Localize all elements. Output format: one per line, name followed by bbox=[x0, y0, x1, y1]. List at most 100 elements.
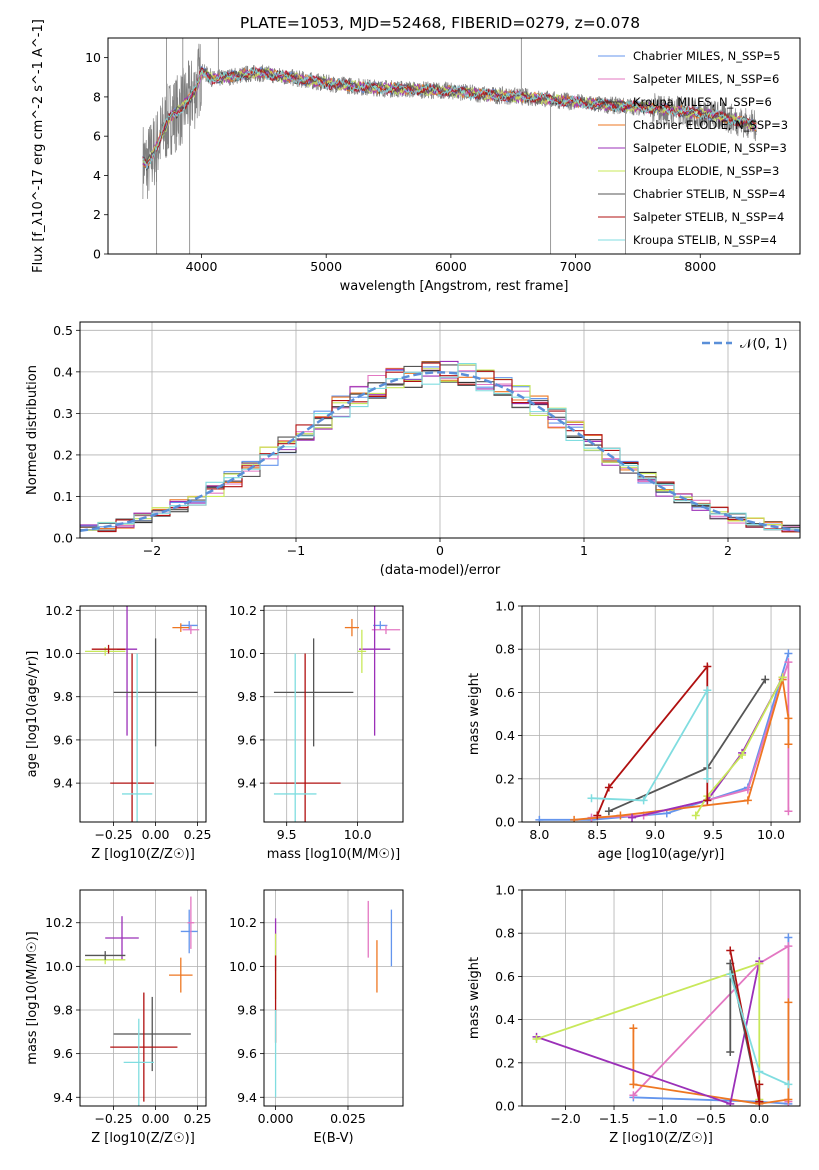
x-tick-label: −0.5 bbox=[696, 1111, 726, 1126]
marker-kroupa_stelib bbox=[703, 774, 712, 783]
axes-frame bbox=[521, 605, 801, 823]
axes-frame bbox=[263, 889, 404, 1107]
x-tick-label: 10.0 bbox=[344, 827, 372, 842]
y-tick-label: 0.8 bbox=[495, 926, 515, 941]
y-tick-label: 9.8 bbox=[237, 689, 257, 704]
x-tick-label: −2.0 bbox=[550, 1111, 580, 1126]
marker-chabrier_elodie bbox=[784, 740, 793, 749]
y-tick-label: 6 bbox=[93, 129, 101, 144]
x-tick-label: 10.0 bbox=[757, 827, 785, 842]
y-tick-label: 0.4 bbox=[495, 728, 515, 743]
legend-label: Kroupa MILES, N_SSP=6 bbox=[633, 95, 772, 109]
marker-salpeter_stelib bbox=[703, 796, 712, 805]
model-kroupa_stelib bbox=[142, 67, 757, 170]
marker-salpeter_stelib bbox=[604, 783, 613, 792]
x-axis-label: E(B-V) bbox=[313, 1131, 353, 1146]
marker-chabrier_stelib bbox=[761, 675, 770, 684]
axes-frame bbox=[79, 321, 801, 539]
y-tick-label: 9.6 bbox=[53, 732, 73, 747]
marker-chabrier_miles bbox=[784, 933, 793, 942]
y-tick-label: 0.2 bbox=[495, 771, 515, 786]
line-salpeter_miles bbox=[591, 661, 790, 819]
model-chabrier_elodie bbox=[142, 67, 757, 169]
x-axis-label: (data-model)/error bbox=[380, 563, 501, 578]
x-tick-label: 5000 bbox=[310, 259, 342, 274]
y-axis-label: mass weight bbox=[467, 957, 482, 1039]
y-tick-label: 9.4 bbox=[237, 1090, 257, 1105]
marker-salpeter_stelib bbox=[755, 1097, 764, 1106]
y-tick-label: 1.0 bbox=[495, 599, 515, 614]
y-tick-label: 0.2 bbox=[53, 447, 73, 462]
x-tick-label: 0.25 bbox=[184, 827, 212, 842]
model-chabrier_stelib bbox=[142, 66, 757, 164]
marker-salpeter_stelib bbox=[755, 1080, 764, 1089]
y-tick-label: 4 bbox=[93, 168, 101, 183]
y-tick-label: 10.0 bbox=[229, 646, 257, 661]
x-tick-label: 6000 bbox=[435, 259, 467, 274]
y-axis-label: Normed distribution bbox=[25, 365, 40, 495]
line-kroupa_elodie bbox=[695, 676, 784, 816]
x-axis-label: wavelength [Angstrom, rest frame] bbox=[340, 279, 569, 294]
x-tick-label: 9.5 bbox=[277, 827, 297, 842]
x-tick-label: 8000 bbox=[684, 259, 716, 274]
y-tick-label: 10.2 bbox=[45, 603, 73, 618]
y-tick-label: 10 bbox=[85, 50, 101, 65]
x-axis-label: Z [log10(Z/Z☉)] bbox=[609, 1131, 713, 1146]
line-kroupa_stelib bbox=[591, 686, 709, 802]
marker-chabrier_elodie bbox=[629, 1080, 638, 1089]
legend-label: Salpeter STELIB, N_SSP=4 bbox=[633, 210, 784, 224]
y-tick-label: 0 bbox=[93, 247, 101, 262]
marker-salpeter_stelib bbox=[703, 662, 712, 671]
legend: Chabrier MILES, N_SSP=5 Salpeter MILES, N… bbox=[598, 49, 788, 247]
x-tick-label: −2 bbox=[143, 543, 161, 558]
marker-chabrier_elodie bbox=[784, 998, 793, 1007]
y-axis-label: mass weight bbox=[467, 673, 482, 755]
marker-salpeter_elodie bbox=[726, 1099, 735, 1106]
axes-weight-vs-Z: −2.0 −1.5 −1.0 −0.5 0.0 0.0 0.2 0.4 0.6 0.8 1.0 Z [… bbox=[467, 883, 801, 1146]
y-tick-label: 9.8 bbox=[53, 1003, 73, 1018]
y-tick-label: 9.8 bbox=[53, 689, 73, 704]
legend-label: Kroupa ELODIE, N_SSP=3 bbox=[633, 164, 779, 178]
marker-chabrier_elodie bbox=[616, 811, 625, 820]
axes-mass-vs-Z: −0.25 0.00 0.25 9.4 9.6 9.8 10.0 10.2 Z [log10(Z… bbox=[25, 889, 212, 1146]
x-tick-label: 8.0 bbox=[529, 827, 549, 842]
axes-frame bbox=[107, 37, 801, 255]
marker-kroupa_stelib bbox=[784, 1080, 793, 1089]
y-tick-label: 0.4 bbox=[53, 364, 73, 379]
marker-chabrier_elodie bbox=[629, 1024, 638, 1033]
legend-label: Kroupa STELIB, N_SSP=4 bbox=[633, 233, 777, 247]
y-tick-label: 10.0 bbox=[45, 959, 73, 974]
marker-kroupa_elodie bbox=[738, 751, 747, 760]
marker-chabrier_stelib bbox=[726, 1048, 735, 1056]
y-tick-label: 1.0 bbox=[495, 883, 515, 898]
y-tick-label: 10.0 bbox=[45, 646, 73, 661]
y-tick-label: 0.2 bbox=[495, 1055, 515, 1070]
marker-salpeter_miles bbox=[784, 658, 793, 667]
axes-frame bbox=[521, 889, 801, 1107]
y-tick-label: 9.6 bbox=[237, 732, 257, 747]
y-tick-label: 8 bbox=[93, 89, 101, 104]
marker-kroupa_stelib bbox=[726, 970, 735, 979]
marker-chabrier_stelib bbox=[604, 807, 613, 816]
plot-area-age-vs-Z bbox=[85, 606, 200, 822]
x-tick-label: 9.0 bbox=[645, 827, 665, 842]
y-tick-label: 0.3 bbox=[53, 406, 73, 421]
x-axis-label: Z [log10(Z/Z☉)] bbox=[91, 1131, 195, 1146]
plot-area-spectrum bbox=[142, 38, 757, 254]
x-tick-label: −1.5 bbox=[599, 1111, 629, 1126]
legend-label: 𝒩(0, 1) bbox=[740, 337, 787, 352]
y-axis-label: mass [log10(M/M☉)] bbox=[25, 931, 40, 1064]
x-tick-label: 0 bbox=[436, 543, 444, 558]
y-tick-label: 9.6 bbox=[237, 1046, 257, 1061]
y-tick-label: 0.4 bbox=[495, 1012, 515, 1027]
x-tick-label: 4000 bbox=[186, 259, 218, 274]
axes-frame bbox=[79, 889, 207, 1107]
y-tick-label: 0.1 bbox=[53, 489, 73, 504]
plot-area-age-vs-mass bbox=[269, 606, 401, 822]
hist-kroupa_stelib bbox=[80, 363, 800, 531]
y-tick-label: 0.5 bbox=[53, 323, 73, 338]
x-tick-label: 2 bbox=[724, 543, 732, 558]
y-tick-label: 9.4 bbox=[237, 776, 257, 791]
x-tick-label: 0.000 bbox=[258, 1111, 294, 1126]
legend-label: Chabrier ELODIE, N_SSP=3 bbox=[633, 118, 788, 132]
